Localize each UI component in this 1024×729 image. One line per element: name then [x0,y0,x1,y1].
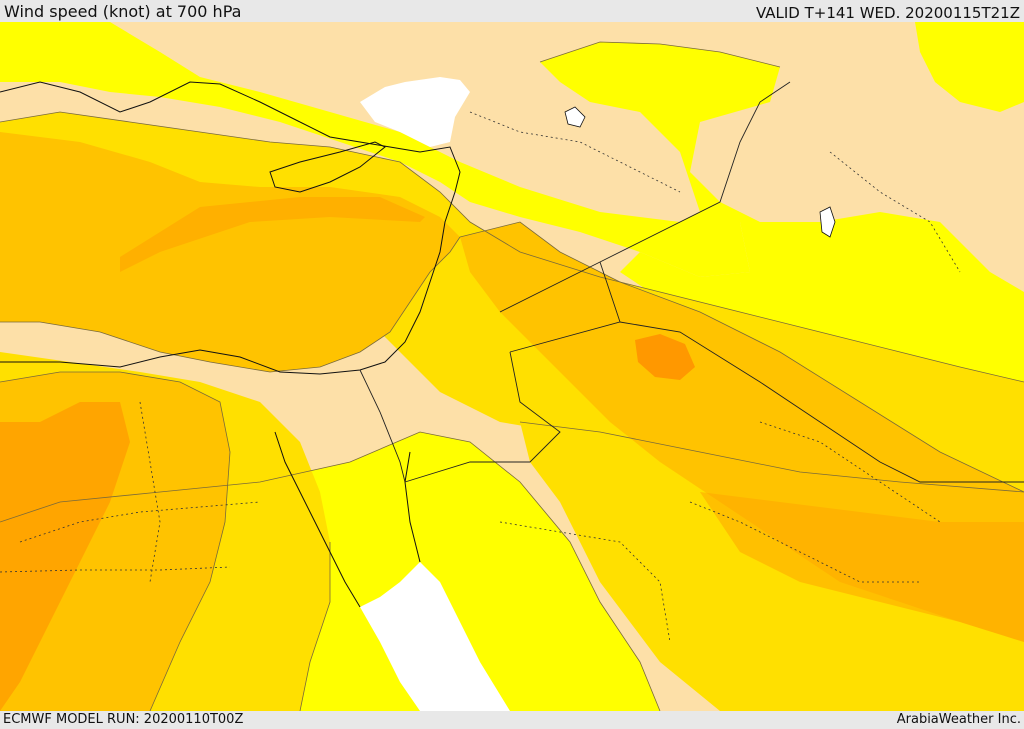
band-level-4 [0,402,130,711]
band-level-1-east [540,42,1024,442]
sea-east-mediterranean-corner [360,77,470,147]
band-level-5 [635,334,695,380]
header-bar: Wind speed (knot) at 700 hPa VALID T+141… [0,0,1024,22]
band-level-3-north [0,132,460,372]
sea-red-sea [360,562,510,711]
band-level-4-se [700,492,1024,642]
credit-label: ArabiaWeather Inc. [896,712,1021,727]
lake-van [564,106,586,128]
wind-speed-map [0,22,1024,711]
province-borders [0,111,961,643]
band-level-1 [0,22,750,277]
band-level-4-inner [120,197,425,272]
valid-time: VALID T+141 WED. 20200115T21Z [755,4,1020,22]
country-borders [359,81,1024,483]
map-title: Wind speed (knot) at 700 hPa [4,2,242,21]
coastlines [0,81,461,608]
contour-lines [0,41,1024,711]
lake-urmia [819,206,836,238]
model-run-label: ECMWF MODEL RUN: 20200110T00Z [3,712,244,727]
band-level-1-ne [915,22,1024,112]
footer-bar: ECMWF MODEL RUN: 20200110T00Z ArabiaWeat… [0,711,1024,729]
